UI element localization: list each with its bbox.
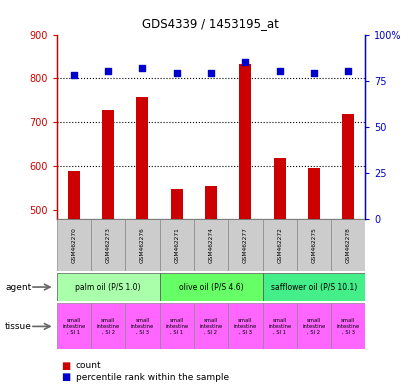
Bar (205, 185, 217, 219)
Bar (262, 303, 297, 349)
Bar (262, 273, 365, 301)
Text: GSM462270: GSM462270 (71, 227, 76, 263)
Bar (228, 303, 262, 349)
Point (173, 70, 180, 76)
Text: olive oil (P/S 4.6): olive oil (P/S 4.6) (179, 283, 243, 291)
Bar (194, 303, 228, 349)
Bar (274, 158, 286, 219)
Bar (160, 273, 262, 301)
Text: tissue: tissue (5, 322, 32, 331)
Text: GSM462276: GSM462276 (140, 227, 145, 263)
Text: small
intestine
, SI 2: small intestine , SI 2 (200, 318, 223, 335)
Bar (160, 303, 194, 349)
Bar (91, 303, 125, 349)
Bar (194, 219, 228, 271)
Point (139, 65, 146, 71)
Text: GSM462278: GSM462278 (346, 227, 351, 263)
Bar (297, 219, 331, 271)
Text: ■: ■ (61, 372, 70, 382)
Text: safflower oil (P/S 10.1): safflower oil (P/S 10.1) (271, 283, 357, 291)
Bar (228, 219, 262, 271)
Text: small
intestine
, SI 1: small intestine , SI 1 (62, 318, 86, 335)
Bar (331, 303, 365, 349)
Text: GSM462273: GSM462273 (106, 227, 110, 263)
Text: GDS4339 / 1453195_at: GDS4339 / 1453195_at (142, 17, 278, 30)
Bar (57, 303, 91, 349)
Text: percentile rank within the sample: percentile rank within the sample (76, 372, 229, 382)
Bar (68, 170, 80, 219)
Point (345, 68, 352, 74)
Bar (297, 303, 331, 349)
Bar (262, 219, 297, 271)
Text: agent: agent (5, 283, 32, 291)
Point (276, 68, 283, 74)
Text: palm oil (P/S 1.0): palm oil (P/S 1.0) (76, 283, 141, 291)
Text: ■: ■ (61, 361, 70, 371)
Text: GSM462274: GSM462274 (209, 227, 213, 263)
Point (105, 68, 112, 74)
Bar (125, 219, 160, 271)
Text: small
intestine
, SI 3: small intestine , SI 3 (234, 318, 257, 335)
Text: small
intestine
, SI 3: small intestine , SI 3 (131, 318, 154, 335)
Text: small
intestine
, SI 1: small intestine , SI 1 (165, 318, 189, 335)
Bar (171, 189, 183, 219)
Text: small
intestine
, SI 2: small intestine , SI 2 (97, 318, 120, 335)
Bar (308, 168, 320, 219)
Point (71, 72, 77, 78)
Bar (342, 114, 354, 219)
Bar (57, 219, 91, 271)
Text: GSM462277: GSM462277 (243, 227, 248, 263)
Text: small
intestine
, SI 2: small intestine , SI 2 (302, 318, 326, 335)
Bar (102, 111, 114, 219)
Bar (160, 219, 194, 271)
Point (208, 70, 215, 76)
Text: GSM462275: GSM462275 (312, 227, 316, 263)
Bar (57, 273, 160, 301)
Text: count: count (76, 361, 101, 370)
Bar (125, 303, 160, 349)
Point (310, 70, 318, 76)
Text: small
intestine
, SI 3: small intestine , SI 3 (336, 318, 360, 335)
Point (242, 59, 249, 65)
Bar (331, 219, 365, 271)
Text: GSM462271: GSM462271 (174, 227, 179, 263)
Bar (136, 97, 148, 219)
Text: GSM462272: GSM462272 (277, 227, 282, 263)
Bar (91, 219, 125, 271)
Text: small
intestine
, SI 1: small intestine , SI 1 (268, 318, 291, 335)
Bar (239, 65, 251, 219)
